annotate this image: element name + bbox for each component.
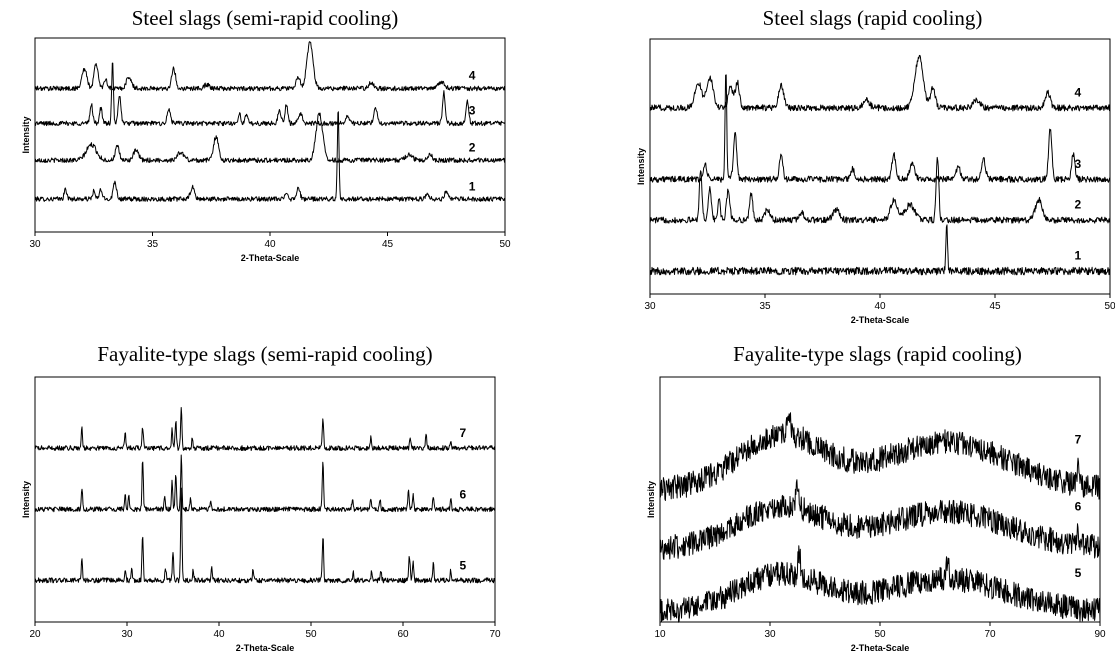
series-3-line	[34, 62, 506, 127]
series-3-line	[649, 74, 1111, 183]
series-label: 5	[459, 558, 466, 572]
chart-panel-fayalite-rapid: Fayalite-type slags (rapid cooling) 10 30…	[640, 342, 1115, 662]
series-4-line	[649, 54, 1111, 112]
series-label: 6	[1075, 500, 1082, 514]
x-tick-label: 20	[29, 629, 41, 640]
chart-svg: 10 30 50 70 90 2-Theta-Scale Intensity 5 6 7	[646, 376, 1106, 653]
x-tick-label: 35	[759, 301, 771, 312]
x-tick-label: 50	[874, 629, 886, 640]
chart-panel-steel-semi-rapid: Steel slags (semi-rapid cooling) 30 35 40 4…	[20, 6, 511, 274]
series-label: 2	[469, 140, 476, 154]
chart-title: Steel slags (semi-rapid cooling)	[131, 6, 399, 30]
series-6-line	[659, 479, 1101, 560]
y-axis-label: Intensity	[21, 116, 31, 153]
chart-title: Fayalite-type slags (rapid cooling)	[733, 342, 1022, 366]
x-axis-label: 2-Theta-Scale	[851, 643, 910, 653]
series-5-line	[659, 545, 1101, 623]
x-tick-label: 50	[1104, 301, 1115, 312]
x-tick-label: 70	[489, 629, 501, 640]
x-axis-label: 2-Theta-Scale	[241, 253, 300, 263]
y-axis-label: Intensity	[21, 481, 31, 518]
x-tick-label: 45	[989, 301, 1001, 312]
series-label: 2	[1074, 198, 1081, 212]
series-1-line	[649, 224, 1111, 276]
x-tick-label: 10	[654, 629, 666, 640]
x-tick-label: 50	[305, 629, 317, 640]
x-tick-label: 45	[382, 239, 394, 250]
series-6-line	[34, 454, 496, 513]
x-tick-label: 40	[264, 239, 276, 250]
chart-svg: 30 35 40 45 50 2-Theta-Scale Intensity 1 2 3 4	[636, 38, 1115, 325]
x-tick-label: 30	[121, 629, 133, 640]
series-label: 4	[1074, 85, 1081, 99]
x-tick-label: 70	[984, 629, 996, 640]
series-label: 5	[1075, 566, 1082, 580]
series-label: 1	[469, 179, 476, 193]
x-axis-label: 2-Theta-Scale	[236, 643, 295, 653]
series-7-line	[659, 412, 1101, 501]
chart-panel-fayalite-semi-rapid: Fayalite-type slags (semi-rapid cooling)…	[20, 342, 510, 662]
plot-frame	[34, 37, 506, 233]
plot-frame	[649, 38, 1111, 295]
x-tick-label: 30	[644, 301, 656, 312]
chart-title: Fayalite-type slags (semi-rapid cooling)	[97, 342, 433, 366]
x-tick-label: 50	[499, 239, 511, 250]
x-axis-label: 2-Theta-Scale	[851, 315, 910, 325]
y-axis-label: Intensity	[636, 148, 646, 185]
series-label: 7	[1075, 433, 1082, 447]
x-tick-label: 60	[397, 629, 409, 640]
series-1-line	[34, 111, 506, 202]
x-tick-label: 30	[764, 629, 776, 640]
series-2-line	[34, 112, 506, 163]
chart-svg: 30 35 40 45 50 2-Theta-Scale Intensity 1 2 3 4	[21, 37, 511, 263]
series-label: 1	[1074, 249, 1081, 263]
series-label: 3	[469, 104, 476, 118]
series-label: 4	[469, 69, 476, 83]
x-tick-label: 30	[29, 239, 41, 250]
plot-frame	[34, 376, 496, 623]
series-label: 7	[459, 426, 466, 440]
x-tick-label: 90	[1094, 629, 1106, 640]
series-4-line	[34, 41, 506, 92]
series-label: 6	[459, 487, 466, 501]
chart-panel-steel-rapid: Steel slags (rapid cooling) 30 35 40 45 50 2-…	[630, 6, 1115, 334]
x-tick-label: 40	[874, 301, 886, 312]
y-axis-label: Intensity	[646, 481, 656, 518]
series-5-line	[34, 487, 496, 584]
x-tick-label: 35	[147, 239, 159, 250]
chart-title: Steel slags (rapid cooling)	[762, 6, 983, 30]
chart-svg: 20 30 40 50 60 70 2-Theta-Scale Intensity 5 6 7	[21, 376, 501, 653]
x-tick-label: 40	[213, 629, 225, 640]
series-2-line	[649, 156, 1111, 224]
series-7-line	[35, 407, 496, 451]
series-label: 3	[1074, 157, 1081, 171]
